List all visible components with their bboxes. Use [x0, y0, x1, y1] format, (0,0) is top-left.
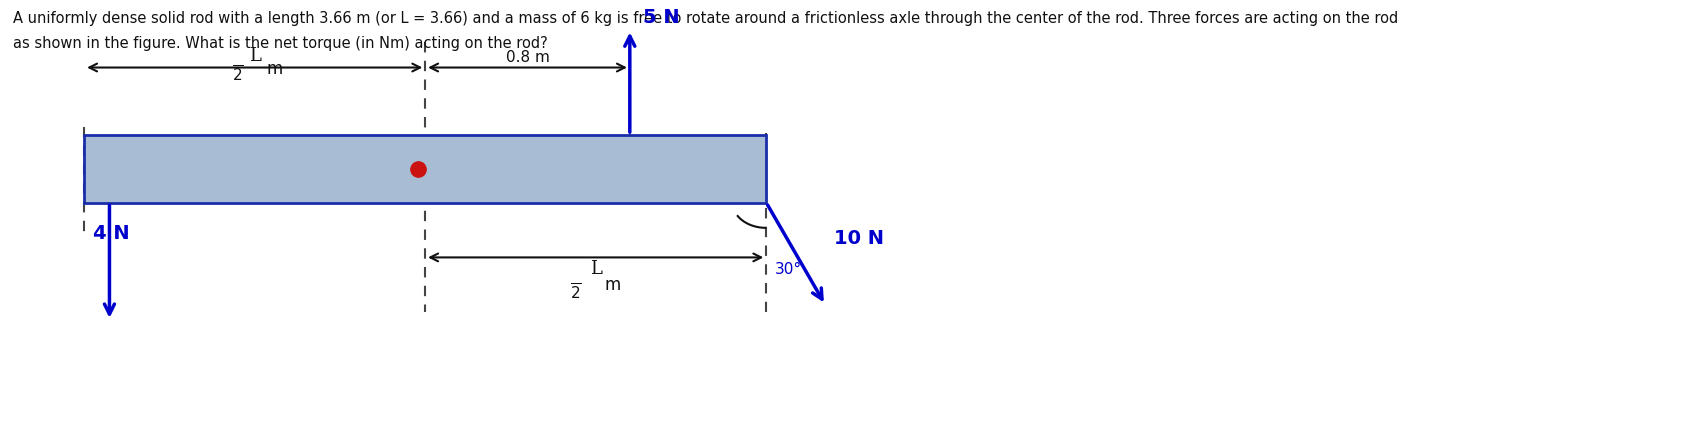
Text: 10 N: 10 N [834, 229, 884, 248]
Text: $\overline{2}$: $\overline{2}$ [569, 283, 581, 303]
Text: as shown in the figure. What is the net torque (in Nm) acting on the rod?: as shown in the figure. What is the net … [13, 36, 549, 51]
Text: $\overline{2}$: $\overline{2}$ [232, 64, 244, 84]
Text: 4 N: 4 N [93, 224, 130, 243]
Text: L: L [249, 47, 261, 65]
Text: m: m [605, 276, 621, 295]
Text: m: m [266, 60, 283, 78]
Text: A uniformly dense solid rod with a length 3.66 m (or L = 3.66) and a mass of 6 k: A uniformly dense solid rod with a lengt… [13, 11, 1399, 26]
Bar [84, 135, 766, 203]
Text: 5 N: 5 N [643, 8, 680, 27]
Text: L: L [589, 260, 601, 278]
Text: 0.8 m: 0.8 m [505, 50, 549, 65]
Text: 30°: 30° [775, 262, 802, 277]
